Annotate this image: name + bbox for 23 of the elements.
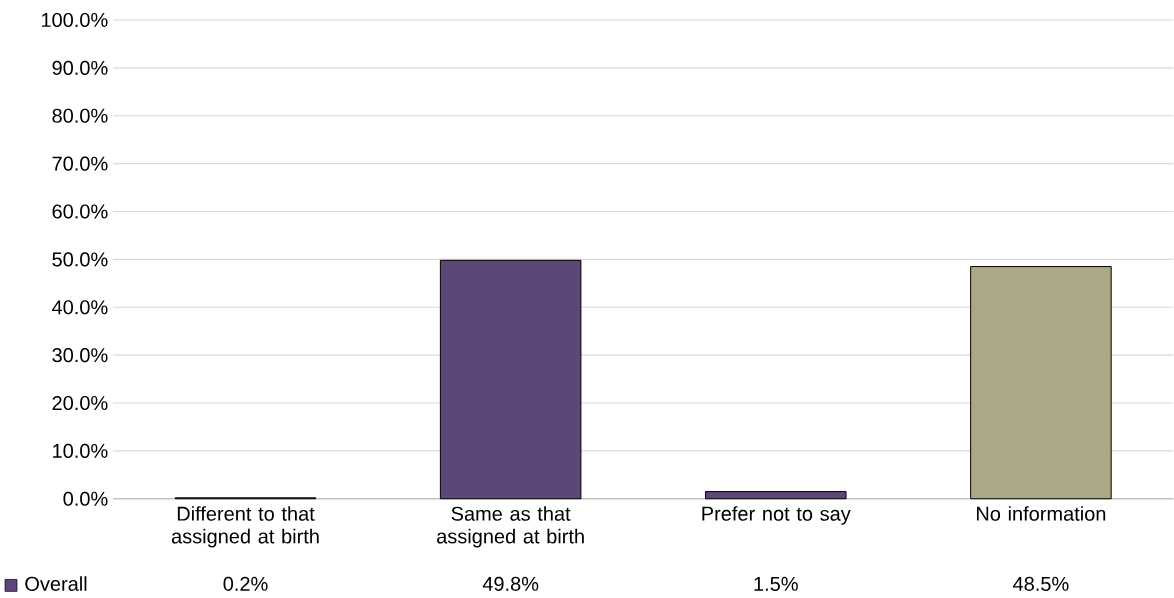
bar [705,491,847,500]
y-tick-label: 100.0% [41,13,108,28]
y-tick-label: 70.0% [52,156,108,171]
y-tick-label: 0.0% [63,491,108,506]
x-tick-label: No information [976,506,1106,521]
data-label: 0.2% [223,576,268,592]
bar [439,259,582,500]
x-tick-label: Different to that assigned at birth [171,506,319,548]
y-tick-label: 40.0% [52,300,108,315]
bar [970,266,1112,500]
x-tick-label: Same as that assigned at birth [437,506,584,548]
legend-label: Overall [25,576,87,592]
y-tick-label: 80.0% [52,108,108,123]
data-label: 49.8% [482,576,539,592]
y-tick-label: 60.0% [52,204,108,219]
y-tick-label: 20.0% [52,396,108,411]
y-tick-label: 50.0% [52,252,108,267]
data-label: 48.5% [1013,576,1069,592]
y-tick-label: 10.0% [53,443,108,459]
y-tick-label: 90.0% [52,60,108,76]
y-tick-label: 30.0% [52,348,108,363]
x-tick-label: Prefer not to say [702,506,851,525]
data-label: 1.5% [754,577,798,592]
